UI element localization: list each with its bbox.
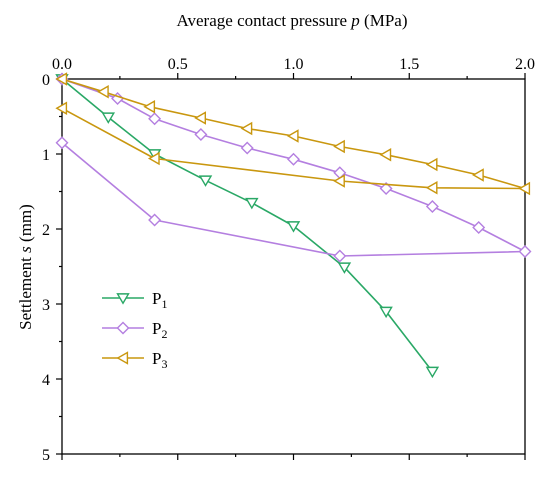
data-point — [518, 245, 532, 258]
data-point — [240, 121, 253, 136]
y-tick-label: 5 — [42, 447, 50, 464]
legend-marker-p1 — [116, 293, 130, 305]
x-axis-title-variable: p — [350, 11, 360, 30]
legend-label-p1: P1 — [152, 289, 167, 311]
data-point — [245, 197, 259, 210]
y-axis-ticks: 0 1 2 3 4 5 — [42, 72, 62, 464]
legend-label-p2: P2 — [152, 319, 167, 341]
data-point — [240, 141, 254, 155]
x-tick-label: 2.0 — [515, 56, 535, 73]
data-point — [425, 157, 438, 172]
x-tick-label: 0.5 — [168, 56, 188, 73]
x-tick-label: 0.0 — [52, 56, 72, 73]
data-point — [198, 175, 213, 187]
data-point — [148, 112, 162, 126]
data-point — [518, 181, 531, 196]
y-tick-label: 1 — [42, 147, 50, 164]
data-point — [472, 221, 486, 234]
data-point — [379, 148, 392, 162]
legend-item-p3: P3 — [102, 349, 167, 371]
legend-label-p3: P3 — [152, 349, 167, 371]
data-point — [333, 174, 345, 188]
series-p2 — [55, 72, 532, 263]
data-point — [287, 152, 300, 166]
legend-marker-p3 — [116, 351, 129, 365]
y-axis-title: Settlement s (mm) — [16, 204, 35, 330]
legend-symbol — [116, 293, 130, 305]
series-layer — [55, 72, 532, 379]
y-tick-label: 2 — [42, 222, 50, 239]
data-point — [194, 128, 208, 141]
data-point — [425, 200, 439, 213]
legend-item-p1: P1 — [102, 289, 167, 311]
data-point — [55, 72, 68, 86]
x-tick-label: 1.0 — [284, 56, 304, 73]
legend: P1 P2 P3 — [102, 289, 167, 371]
data-point — [337, 262, 352, 274]
data-point — [148, 213, 162, 227]
data-point — [194, 111, 207, 125]
y-tick-label: 3 — [42, 297, 50, 314]
data-point — [143, 100, 156, 114]
data-point — [97, 85, 109, 99]
legend-marker-p2 — [116, 321, 130, 335]
data-point — [333, 249, 347, 263]
y-axis-title-variable: s — [16, 246, 35, 253]
y-tick-label: 4 — [42, 372, 50, 389]
data-point — [333, 139, 345, 154]
y-tick-label: 0 — [42, 72, 50, 89]
legend-symbol — [116, 321, 130, 335]
x-axis-title: Average contact pressure p (MPa) — [177, 11, 408, 30]
data-point — [147, 151, 160, 166]
x-axis-ticks: 0.0 0.5 1.0 1.5 2.0 — [52, 56, 535, 460]
data-point — [286, 129, 299, 143]
data-point — [55, 136, 69, 150]
data-point — [425, 366, 440, 379]
x-tick-label: 1.5 — [399, 56, 419, 73]
data-point — [425, 181, 438, 195]
legend-symbol — [116, 351, 129, 365]
data-point — [379, 306, 393, 319]
data-point — [55, 101, 68, 115]
data-point — [472, 168, 484, 182]
series-line-p2 — [61, 78, 526, 257]
legend-item-p2: P2 — [102, 319, 167, 341]
data-point — [379, 182, 393, 195]
series-p3 — [55, 72, 531, 196]
series-p1 — [55, 74, 440, 379]
data-point — [101, 112, 116, 124]
data-point — [286, 221, 301, 233]
